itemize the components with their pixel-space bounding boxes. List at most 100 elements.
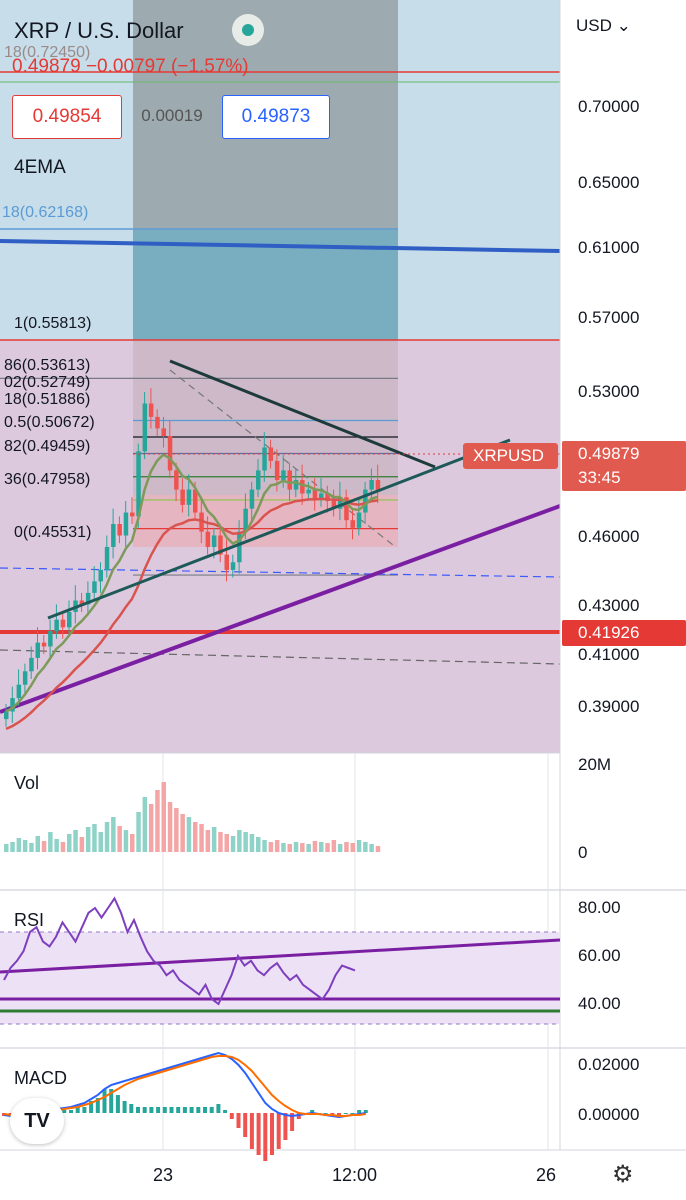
volume-bar — [331, 840, 337, 852]
fib-label-4: 18(0.51886) — [4, 391, 91, 408]
volume-bar — [136, 812, 141, 852]
macd-hist-bar — [69, 1110, 73, 1113]
price-tick: 0.41000 — [578, 645, 640, 664]
candle — [356, 512, 362, 528]
volume-bar — [325, 843, 330, 852]
volume-bar — [142, 797, 148, 852]
macd-tick: 0.00000 — [578, 1105, 640, 1124]
candle — [312, 489, 318, 500]
volume-bar — [363, 842, 368, 852]
ema-red-line — [5, 497, 378, 731]
candle — [92, 581, 97, 593]
volume-bar — [312, 841, 318, 852]
volume-bars — [4, 782, 381, 852]
gear-icon[interactable]: ⚙ — [612, 1161, 634, 1188]
macd-hist-bar — [156, 1107, 161, 1113]
volume-bar — [148, 804, 154, 852]
volume-bar — [218, 832, 223, 852]
fib-label-7: 36(0.47958) — [4, 471, 91, 488]
price-tick: 0.70000 — [578, 97, 640, 116]
macd-hist-bar — [209, 1107, 214, 1113]
volume-bar — [211, 827, 217, 852]
volume-bar — [224, 834, 229, 852]
blue-resistance-line — [0, 239, 561, 253]
macd-hist-bar — [223, 1110, 228, 1113]
candle — [319, 493, 324, 500]
triangle-lower-line — [47, 438, 511, 620]
rsi-label[interactable]: RSI — [14, 910, 45, 930]
candle — [155, 416, 160, 429]
candle — [35, 642, 40, 658]
macd-hist-bar — [276, 1113, 281, 1149]
candle — [230, 562, 236, 570]
candle — [41, 642, 47, 647]
candle — [369, 480, 374, 490]
last-price-tag: 0.49879 — [578, 444, 640, 463]
macd-hist-bar — [129, 1104, 134, 1113]
candle — [375, 480, 381, 492]
candle — [344, 497, 349, 521]
macd-hist-bar — [243, 1113, 248, 1137]
volume-bar — [199, 824, 204, 852]
volume-bar — [48, 832, 53, 852]
price-tick: 0.46000 — [578, 527, 640, 546]
candle — [249, 489, 255, 509]
bid-button[interactable]: 0.49854 — [12, 95, 122, 139]
macd-hist-bar — [256, 1113, 261, 1155]
volume-bar — [237, 830, 242, 852]
candle — [67, 612, 72, 628]
macd-hist-bar — [142, 1107, 147, 1113]
volume-bar — [256, 837, 261, 852]
candle — [117, 524, 122, 536]
fib-label-5: 0.5(0.50672) — [4, 414, 95, 431]
macd-hist-bar — [196, 1107, 201, 1113]
volume-bar — [300, 843, 305, 852]
volume-bar — [268, 842, 274, 852]
macd-label[interactable]: MACD — [14, 1068, 67, 1088]
tradingview-logo-icon[interactable]: TV — [10, 1098, 64, 1144]
volume-bar — [319, 842, 324, 852]
candle — [180, 489, 185, 505]
volume-bar — [85, 827, 91, 852]
candle — [79, 600, 85, 605]
macd-hist-bar — [169, 1107, 174, 1113]
macd-hist-bar — [337, 1113, 341, 1116]
macd-hist-bar — [122, 1101, 127, 1113]
macd-hist-bar — [102, 1089, 107, 1113]
candle — [29, 657, 34, 672]
macd-hist-bar — [75, 1107, 80, 1113]
candle — [161, 428, 166, 437]
candle — [337, 497, 343, 509]
volume-bar — [41, 841, 47, 852]
volume-bar — [111, 817, 116, 852]
candle — [54, 619, 59, 632]
candle — [136, 451, 141, 517]
symbol-tag: XRPUSD — [473, 446, 544, 465]
macd-hist-bar — [162, 1107, 167, 1113]
volume-bar — [249, 834, 255, 852]
candle — [48, 631, 53, 647]
macd-hist-bar — [115, 1095, 120, 1113]
rsi-tick: 40.00 — [578, 994, 621, 1013]
macd-signal-line — [3, 1055, 366, 1117]
volume-bar — [79, 837, 85, 852]
candle — [224, 554, 229, 570]
candle — [331, 501, 337, 509]
macd-hist-bar — [182, 1107, 187, 1113]
volume-label[interactable]: Vol — [14, 773, 40, 793]
candle — [130, 512, 135, 517]
currency-selector[interactable]: USD ⌄ — [576, 16, 631, 35]
candle — [186, 489, 192, 505]
indicator-label[interactable]: 4EMA — [14, 157, 66, 178]
macd-histogram — [2, 1089, 368, 1161]
volume-bar — [98, 832, 103, 852]
volume-bar — [123, 830, 129, 852]
volume-bar — [60, 842, 66, 852]
market-status-icon[interactable] — [232, 14, 264, 46]
macd-hist-bar — [216, 1104, 221, 1113]
volume-bar — [243, 832, 248, 852]
macd-hist-bar — [136, 1107, 140, 1113]
rsi-line — [3, 896, 356, 1006]
ask-button[interactable]: 0.49873 — [222, 95, 330, 139]
